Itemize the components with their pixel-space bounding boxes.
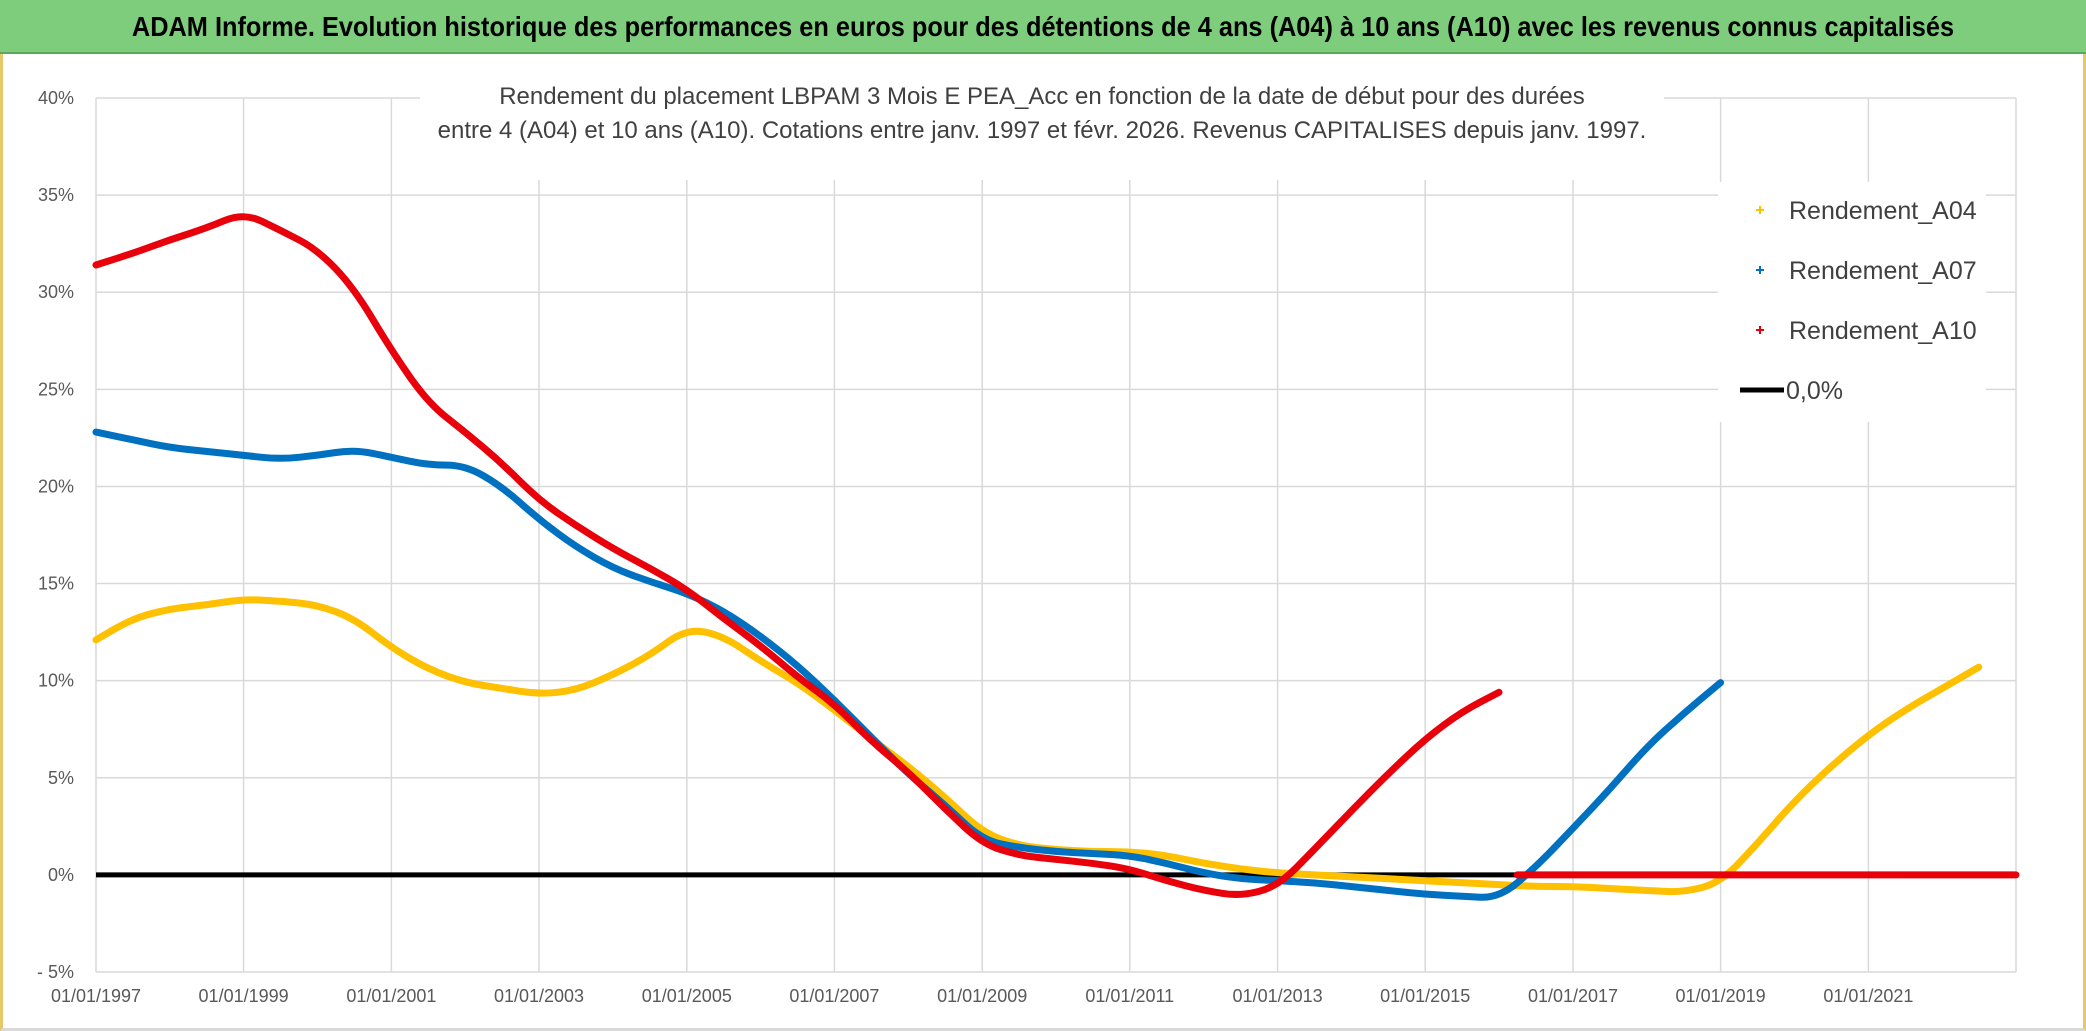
page-title: ADAM Informe. Evolution historique des p… bbox=[131, 11, 1955, 42]
x-tick-label: 01/01/2021 bbox=[1823, 986, 1913, 1006]
x-tick-label: 01/01/2013 bbox=[1233, 986, 1323, 1006]
chart: - 5% 0% 5% 10% 15% 20% 25% 30% 35% 40% 01/01/1997… bbox=[37, 76, 2020, 1006]
series-rendement-a10 bbox=[92, 213, 1503, 898]
x-tick-label: 01/01/1997 bbox=[51, 986, 141, 1006]
x-tick-label: 01/01/2015 bbox=[1380, 986, 1470, 1006]
x-tick-label: 01/01/2007 bbox=[789, 986, 879, 1006]
x-tick-label: 01/01/2009 bbox=[937, 986, 1027, 1006]
x-tick-label: 01/01/2019 bbox=[1676, 986, 1766, 1006]
legend-background bbox=[1718, 182, 1986, 422]
y-tick-label: - 5% bbox=[37, 962, 74, 982]
x-tick-label: 01/01/2005 bbox=[642, 986, 732, 1006]
x-tick-label: 01/01/2017 bbox=[1528, 986, 1618, 1006]
series-layer bbox=[92, 213, 2020, 901]
legend-label: Rendement_A04 bbox=[1789, 197, 1977, 225]
chart-subtitle-line-1: Rendement du placement LBPAM 3 Mois E PE… bbox=[499, 83, 1585, 110]
y-tick-label: 10% bbox=[38, 671, 74, 691]
legend-label: Rendement_A10 bbox=[1789, 317, 1977, 345]
y-tick-label: 40% bbox=[38, 88, 74, 108]
legend: Rendement_A04 Rendement_A07 Rendement_A10 0… bbox=[1718, 182, 1986, 422]
y-tick-label: 15% bbox=[38, 574, 74, 594]
y-tick-label: 0% bbox=[48, 865, 74, 885]
subtitle-background bbox=[420, 76, 1664, 180]
legend-label: 0,0% bbox=[1786, 377, 1843, 405]
y-tick-label: 30% bbox=[38, 282, 74, 302]
y-tick-label: 20% bbox=[38, 476, 74, 496]
legend-label: Rendement_A07 bbox=[1789, 257, 1977, 285]
y-tick-label: 5% bbox=[48, 768, 74, 788]
grid-layer bbox=[95, 97, 2017, 973]
x-tick-label: 01/01/2003 bbox=[494, 986, 584, 1006]
y-tick-label: 25% bbox=[38, 379, 74, 399]
x-axis-ticks: 01/01/1997 01/01/1999 01/01/2001 01/01/2003… bbox=[51, 986, 1913, 1006]
x-tick-label: 01/01/2001 bbox=[346, 986, 436, 1006]
y-axis-ticks: - 5% 0% 5% 10% 15% 20% 25% 30% 35% 40% bbox=[37, 88, 74, 982]
x-tick-label: 01/01/2011 bbox=[1085, 986, 1174, 1006]
series-rendement-a07 bbox=[92, 428, 1725, 901]
chart-subtitle-line-2: entre 4 (A04) et 10 ans (A10). Cotations… bbox=[438, 117, 1647, 144]
header-bar: ADAM Informe. Evolution historique des p… bbox=[0, 0, 2086, 54]
y-tick-label: 35% bbox=[38, 185, 74, 205]
x-tick-label: 01/01/1999 bbox=[199, 986, 289, 1006]
